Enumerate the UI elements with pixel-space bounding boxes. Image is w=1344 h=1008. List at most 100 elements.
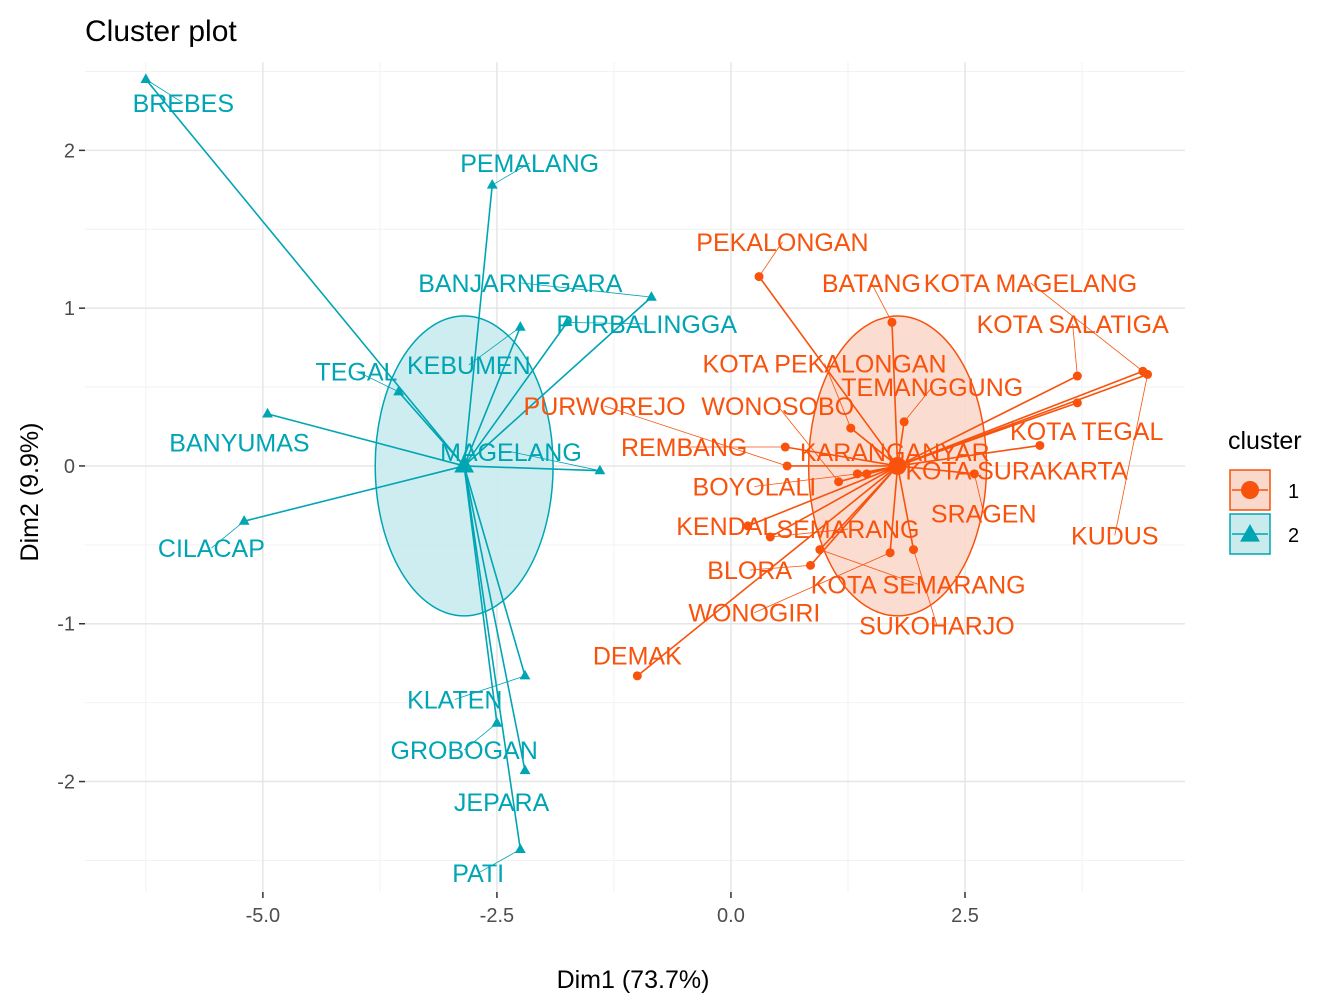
point-label: KENDAL: [676, 513, 776, 541]
spoke: [889, 465, 899, 553]
point-label: BATANG: [822, 270, 921, 298]
point-label: PATI: [452, 860, 504, 888]
point-label: WONOGIRI: [688, 600, 820, 628]
point-label: SEMARANG: [776, 516, 919, 544]
point: [743, 521, 753, 531]
data-points: [140, 73, 1153, 853]
spoke: [243, 465, 465, 522]
spoke: [145, 78, 465, 467]
y-tick-label: 2: [64, 140, 75, 162]
label-leader: [777, 405, 839, 482]
spoke: [398, 391, 465, 467]
spoke: [463, 321, 568, 467]
point-label: MAGELANG: [440, 439, 582, 467]
point-label: BOYOLALI: [693, 473, 817, 501]
label-leader: [770, 528, 849, 538]
point-label: KOTA PEKALONGAN: [703, 350, 947, 378]
point: [632, 671, 642, 681]
point: [806, 560, 816, 570]
cluster-spokes: [145, 78, 1148, 874]
point-label: KOTA TEGAL: [1010, 418, 1163, 446]
spoke: [896, 465, 915, 550]
spoke: [850, 427, 899, 467]
point: [969, 469, 979, 479]
y-tick-label: -2: [57, 772, 75, 794]
point-label: WONOSOBO: [701, 393, 854, 421]
spoke: [769, 465, 898, 538]
spoke: [463, 185, 494, 467]
cluster-center: [888, 456, 907, 475]
point-label: KLATEN: [407, 686, 502, 714]
label-leader: [824, 363, 852, 429]
spoke: [758, 276, 899, 467]
label-leader: [567, 321, 647, 325]
spoke: [463, 326, 522, 467]
y-axis-ticks: -2 -1 0 1 2: [57, 140, 85, 794]
y-tick-label: 0: [64, 456, 75, 478]
point: [238, 515, 250, 525]
point: [885, 548, 895, 558]
point-label: BANJARNEGARA: [418, 270, 623, 298]
point-label: PURWOREJO: [524, 393, 686, 421]
spoke: [897, 444, 1041, 467]
label-leader: [1072, 323, 1078, 377]
label-leader: [510, 451, 600, 472]
spoke: [636, 465, 899, 677]
point-label: PURBALINGGA: [556, 311, 737, 339]
point: [1072, 398, 1082, 408]
chart-title: Cluster plot: [85, 15, 237, 48]
point: [909, 545, 919, 555]
x-tick-label: 2.5: [951, 905, 979, 927]
spoke: [463, 465, 526, 771]
point: [519, 669, 531, 680]
label-leader: [211, 520, 245, 549]
spoke: [463, 465, 526, 677]
point-label: SUKOHARJO: [859, 612, 1015, 640]
x-tick-label: -2.5: [480, 905, 514, 927]
point-label: SRAGEN: [931, 500, 1037, 528]
point: [1143, 369, 1153, 379]
point: [1035, 440, 1045, 450]
label-leader: [468, 326, 521, 366]
label-leader: [145, 79, 184, 104]
point: [486, 179, 498, 189]
point: [262, 407, 273, 418]
label-leader: [454, 675, 526, 700]
point: [846, 423, 856, 433]
point: [887, 317, 897, 327]
label-leader: [477, 849, 521, 874]
point: [862, 469, 872, 479]
point: [514, 321, 526, 331]
point-label: JEPARA: [454, 789, 550, 817]
label-leader: [819, 549, 919, 585]
label-leader: [754, 473, 858, 487]
point-label: CILACAP: [158, 535, 265, 563]
spoke: [463, 296, 652, 467]
legend-title: cluster: [1228, 427, 1302, 455]
point: [765, 532, 775, 542]
spoke: [891, 322, 899, 466]
spoke: [463, 465, 522, 850]
x-axis-ticks: -5.0 -2.5 0.0 2.5: [246, 892, 979, 927]
point: [834, 477, 844, 487]
point: [561, 316, 573, 326]
label-leader: [758, 241, 783, 277]
label-leader: [749, 564, 811, 571]
point: [1072, 371, 1082, 381]
point: [491, 717, 503, 727]
point-label: BLORA: [707, 557, 792, 585]
point: [645, 291, 657, 301]
label-leader: [604, 405, 788, 467]
x-axis-title: Dim1 (73.7%): [557, 966, 710, 994]
spoke: [747, 465, 898, 527]
point-label: KARANGANYAR: [800, 439, 990, 467]
point-label: GROBOGAN: [391, 737, 538, 765]
point: [754, 272, 764, 282]
point-label: KOTA SURAKARTA: [905, 458, 1128, 486]
spoke: [785, 446, 898, 467]
spoke: [897, 465, 975, 475]
point-label: REMBANG: [621, 434, 747, 462]
cluster-center: [454, 454, 475, 473]
spoke: [464, 465, 600, 472]
point: [815, 545, 825, 555]
